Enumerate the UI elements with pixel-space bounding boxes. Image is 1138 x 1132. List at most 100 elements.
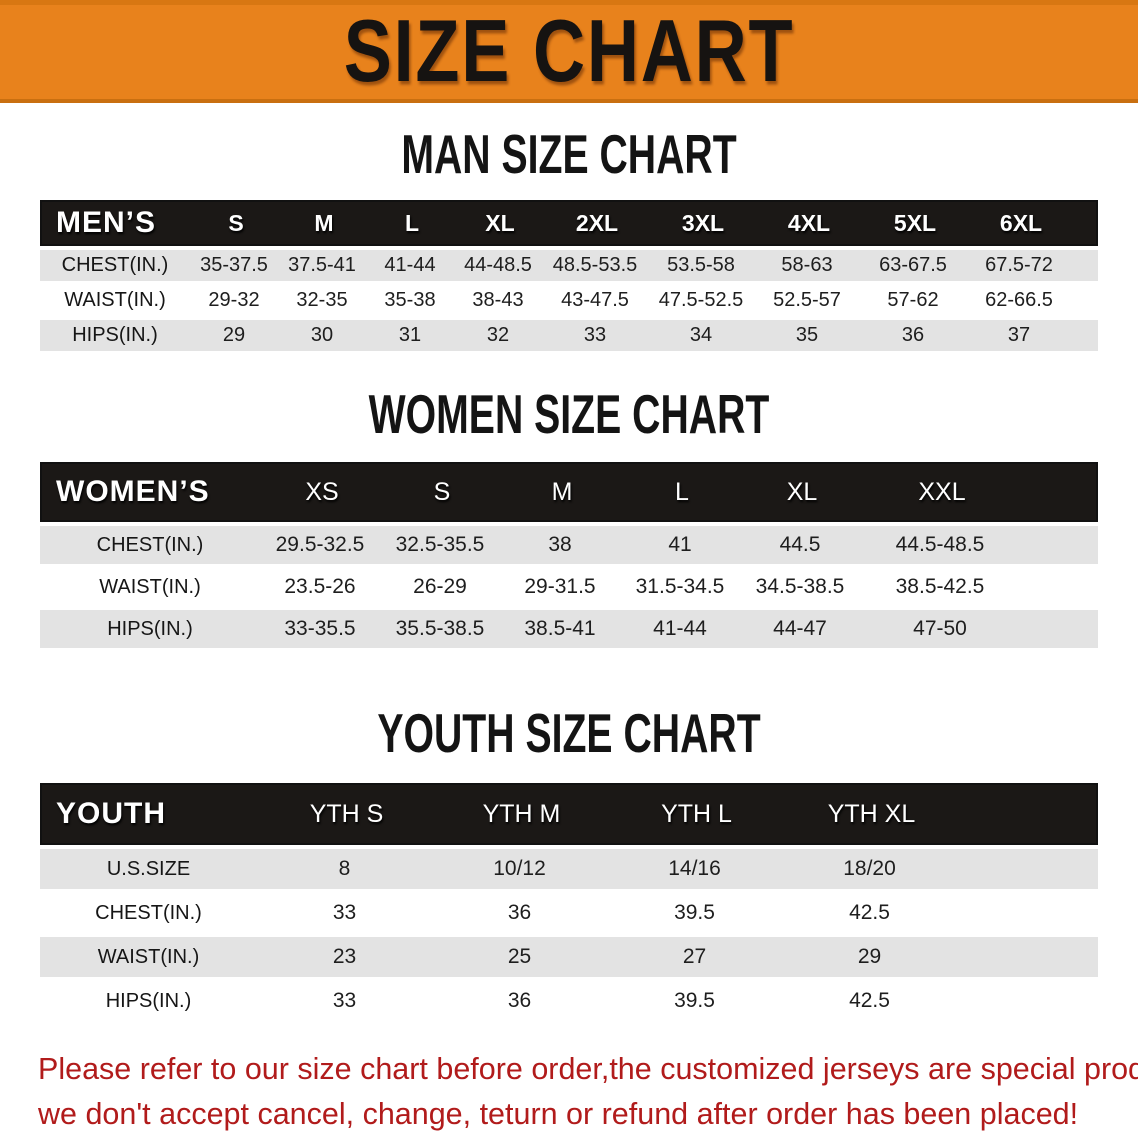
table-cell: 35-38 bbox=[384, 289, 436, 311]
men-size-header: M bbox=[314, 209, 334, 236]
men-size-header: L bbox=[404, 209, 420, 236]
table-cell: 29 bbox=[222, 324, 246, 346]
table-cell: 67.5-72 bbox=[985, 254, 1053, 276]
men-size-header: XL bbox=[485, 209, 515, 236]
row-label: CHEST(IN.) bbox=[96, 533, 204, 556]
youth-size-header: YTH M bbox=[482, 799, 561, 828]
table-cell: 48.5-53.5 bbox=[552, 254, 638, 276]
women-hips-row: HIPS(IN.) 33-35.5 35.5-38.5 38.5-41 41-4… bbox=[40, 610, 1098, 648]
youth-size-header: YTH S bbox=[309, 799, 384, 828]
row-label: WAIST(IN.) bbox=[99, 575, 201, 598]
table-cell: 42.5 bbox=[849, 989, 890, 1012]
table-cell: 52.5-57 bbox=[773, 289, 841, 311]
row-label: CHEST(IN.) bbox=[61, 254, 169, 276]
table-cell: 39.5 bbox=[674, 901, 715, 924]
youth-chest-row: CHEST(IN.) 33 36 39.5 42.5 bbox=[40, 893, 1098, 933]
table-cell: 57-62 bbox=[887, 289, 939, 311]
table-cell: 32-35 bbox=[296, 289, 348, 311]
table-cell: 33-35.5 bbox=[284, 617, 356, 640]
table-cell: 18/20 bbox=[843, 857, 896, 880]
men-size-table: MEN’S S M L XL 2XL 3XL 4XL 5XL 6XL CHEST… bbox=[40, 200, 1098, 351]
table-cell: 32 bbox=[486, 324, 510, 346]
women-size-header: XXL bbox=[918, 477, 966, 506]
women-size-table: WOMEN’S XS S M L XL XXL CHEST(IN.) 29.5-… bbox=[40, 462, 1098, 648]
youth-hips-row: HIPS(IN.) 33 36 39.5 42.5 bbox=[40, 981, 1098, 1021]
table-cell: 29-31.5 bbox=[524, 575, 596, 598]
men-header-label: MEN’S bbox=[56, 206, 157, 239]
youth-header-label: YOUTH bbox=[56, 797, 166, 830]
table-cell: 35 bbox=[795, 324, 819, 346]
table-cell: 62-66.5 bbox=[985, 289, 1053, 311]
men-section-heading: MAN SIZE CHART bbox=[401, 124, 737, 186]
table-cell: 47.5-52.5 bbox=[658, 289, 744, 311]
youth-ussize-row: U.S.SIZE 8 10/12 14/16 18/20 bbox=[40, 849, 1098, 889]
table-cell: 23.5-26 bbox=[284, 575, 356, 598]
women-header-row: WOMEN’S XS S M L XL XXL bbox=[40, 462, 1098, 522]
table-cell: 38-43 bbox=[472, 289, 524, 311]
row-label: CHEST(IN.) bbox=[95, 901, 202, 924]
men-chest-row: CHEST(IN.) 35-37.5 37.5-41 41-44 44-48.5… bbox=[40, 250, 1098, 281]
women-header-label: WOMEN’S bbox=[56, 475, 210, 508]
table-cell: 36 bbox=[507, 989, 532, 1012]
women-size-header: S bbox=[433, 477, 451, 506]
table-cell: 38 bbox=[548, 533, 572, 556]
youth-size-header: YTH XL bbox=[827, 799, 916, 828]
table-cell: 44.5 bbox=[779, 533, 821, 556]
table-cell: 27 bbox=[682, 945, 707, 968]
table-cell: 23 bbox=[332, 945, 357, 968]
table-cell: 31 bbox=[398, 324, 422, 346]
table-cell: 33 bbox=[583, 324, 607, 346]
table-cell: 41-44 bbox=[384, 254, 436, 276]
men-size-header: 3XL bbox=[681, 209, 725, 236]
table-cell: 36 bbox=[507, 901, 532, 924]
table-cell: 33 bbox=[332, 901, 357, 924]
table-cell: 34 bbox=[689, 324, 713, 346]
row-label: U.S.SIZE bbox=[106, 857, 191, 880]
table-cell: 35-37.5 bbox=[200, 254, 268, 276]
women-size-header: M bbox=[551, 477, 573, 506]
table-cell: 38.5-42.5 bbox=[895, 575, 985, 598]
men-size-header: 5XL bbox=[893, 209, 937, 236]
disclaimer-text: Please refer to our size chart before or… bbox=[38, 1047, 1138, 1132]
table-cell: 39.5 bbox=[674, 989, 715, 1012]
table-cell: 37.5-41 bbox=[288, 254, 356, 276]
table-cell: 14/16 bbox=[668, 857, 721, 880]
row-label: WAIST(IN.) bbox=[64, 289, 166, 311]
table-cell: 35.5-38.5 bbox=[395, 617, 485, 640]
women-chest-row: CHEST(IN.) 29.5-32.5 32.5-35.5 38 41 44.… bbox=[40, 526, 1098, 564]
table-cell: 29-32 bbox=[208, 289, 260, 311]
men-size-header: S bbox=[228, 209, 244, 236]
table-cell: 44-48.5 bbox=[464, 254, 532, 276]
disclaimer-line-2: we don't accept cancel, change, teturn o… bbox=[38, 1097, 1079, 1132]
men-header-row: MEN’S S M L XL 2XL 3XL 4XL 5XL 6XL bbox=[40, 200, 1098, 246]
men-size-header: 2XL bbox=[575, 209, 619, 236]
table-cell: 34.5-38.5 bbox=[755, 575, 845, 598]
table-cell: 31.5-34.5 bbox=[635, 575, 725, 598]
table-cell: 47-50 bbox=[913, 617, 967, 640]
table-cell: 26-29 bbox=[413, 575, 467, 598]
women-size-header: XL bbox=[786, 477, 818, 506]
table-cell: 37 bbox=[1007, 324, 1031, 346]
table-cell: 36 bbox=[901, 324, 925, 346]
table-cell: 58-63 bbox=[781, 254, 833, 276]
table-cell: 41-44 bbox=[653, 617, 707, 640]
men-size-header: 6XL bbox=[999, 209, 1043, 236]
disclaimer-line-1: Please refer to our size chart before or… bbox=[38, 1052, 1138, 1086]
row-label: HIPS(IN.) bbox=[107, 617, 193, 640]
youth-size-header: YTH L bbox=[661, 799, 732, 828]
men-hips-row: HIPS(IN.) 29 30 31 32 33 34 35 36 37 bbox=[40, 320, 1098, 351]
row-label: HIPS(IN.) bbox=[105, 989, 192, 1012]
youth-size-table: YOUTH YTH S YTH M YTH L YTH XL U.S.SIZE … bbox=[40, 783, 1098, 1021]
banner-title: SIZE CHART bbox=[343, 2, 795, 101]
table-cell: 29 bbox=[857, 945, 882, 968]
table-cell: 33 bbox=[332, 989, 357, 1012]
table-cell: 25 bbox=[507, 945, 532, 968]
row-label: HIPS(IN.) bbox=[72, 324, 158, 346]
row-label: WAIST(IN.) bbox=[97, 945, 200, 968]
table-cell: 44-47 bbox=[773, 617, 827, 640]
youth-waist-row: WAIST(IN.) 23 25 27 29 bbox=[40, 937, 1098, 977]
women-size-header: L bbox=[675, 477, 689, 506]
youth-section-heading: YOUTH SIZE CHART bbox=[377, 703, 761, 765]
table-cell: 29.5-32.5 bbox=[275, 533, 365, 556]
